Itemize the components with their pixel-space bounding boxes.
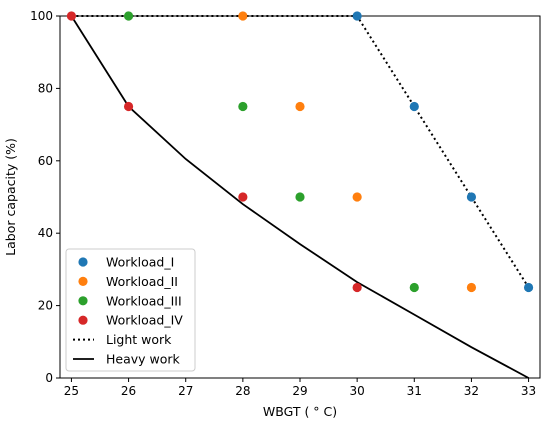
y-tick-label: 40 (38, 226, 53, 240)
legend-marker (78, 257, 88, 267)
data-point-workload-i (523, 282, 534, 293)
data-point-workload-iv (352, 282, 362, 293)
y-axis-title: Labor capacity (%) (3, 138, 18, 256)
data-point-workload-ii (466, 282, 477, 293)
series-line-light-work (71, 15, 530, 289)
data-point-workload-ii (352, 192, 362, 202)
y-tick-label: 20 (38, 299, 53, 313)
x-tick-label: 33 (521, 384, 536, 398)
y-tick-label: 80 (38, 81, 53, 95)
x-axis-ticks: 25 26 27 28 29 30 31 32 33 (64, 378, 536, 398)
y-axis-ticks: 0 20 40 60 80 100 (30, 9, 60, 385)
data-point-workload-iii (409, 282, 419, 293)
points-layer (66, 11, 534, 293)
x-tick-label: 29 (292, 384, 307, 398)
x-axis-title: WBGT ( ° C) (263, 404, 337, 419)
data-point-workload-iv (123, 101, 134, 112)
legend-marker (78, 276, 88, 286)
data-point-workload-iii (295, 192, 305, 202)
data-point-workload-i (409, 101, 419, 112)
y-tick-label: 60 (38, 154, 53, 168)
x-tick-label: 25 (64, 384, 79, 398)
legend-label: Workload_IV (106, 313, 183, 328)
x-tick-label: 27 (178, 384, 193, 398)
legend-marker (78, 296, 88, 306)
data-point-workload-i (352, 11, 362, 21)
data-point-workload-i (466, 192, 477, 202)
x-tick-label: 32 (464, 384, 479, 398)
series-line-heavy-work (70, 15, 530, 379)
y-tick-label: 0 (45, 371, 53, 385)
legend-label: Heavy work (106, 352, 181, 367)
x-tick-label: 30 (350, 384, 365, 398)
data-point-workload-iv (238, 192, 248, 202)
data-point-workload-iii (238, 101, 248, 112)
lines-layer (70, 15, 530, 379)
legend-label: Workload_I (106, 255, 174, 270)
x-tick-label: 31 (407, 384, 422, 398)
legend: Workload_I Workload_II Workload_III Workloa… (65, 248, 196, 372)
data-point-workload-iii (123, 11, 134, 21)
y-tick-label: 100 (30, 9, 53, 23)
legend-marker (78, 315, 88, 325)
legend-label: Light work (106, 332, 172, 347)
legend-box (65, 248, 196, 372)
x-tick-label: 26 (121, 384, 136, 398)
data-point-workload-ii (238, 11, 248, 21)
legend-label: Workload_II (106, 274, 178, 289)
data-point-workload-ii (295, 101, 305, 112)
x-tick-label: 28 (235, 384, 250, 398)
legend-label: Workload_III (106, 293, 182, 308)
data-point-workload-iv (66, 11, 77, 21)
